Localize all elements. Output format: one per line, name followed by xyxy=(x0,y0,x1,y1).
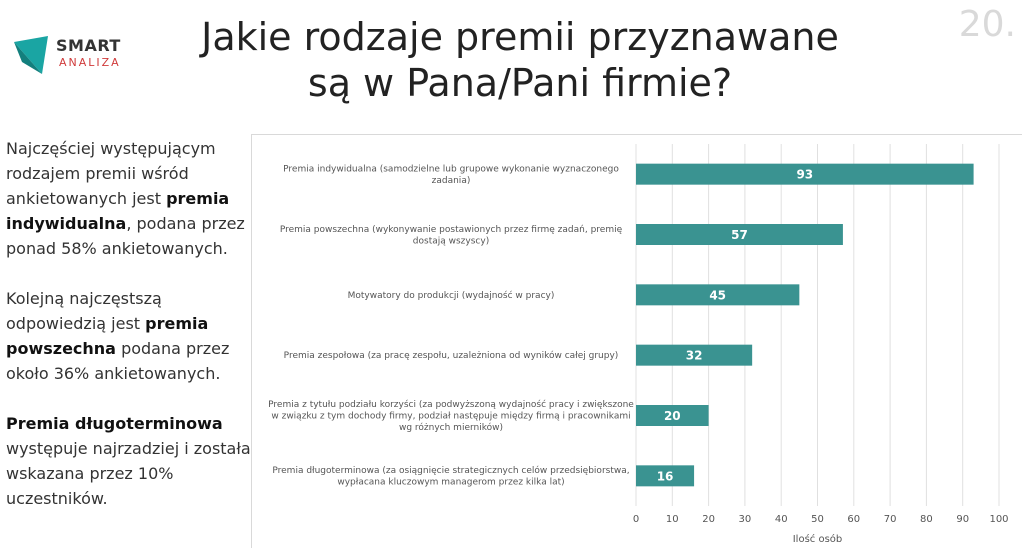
summary-text: Najczęściej występującym rodzajem premii… xyxy=(6,136,256,536)
category-label: Premia zespołowa (za pracę zespołu, uzal… xyxy=(284,350,619,361)
x-tick-label: 100 xyxy=(989,514,1008,525)
summary-highlight: Premia długoterminowa xyxy=(6,414,223,433)
summary-text-run: Najczęściej występującym rodzajem premii… xyxy=(6,139,216,208)
bar-value-label: 93 xyxy=(796,168,813,182)
chart-frame xyxy=(251,134,1022,548)
slide-number: 20. xyxy=(958,4,1016,45)
x-tick-label: 70 xyxy=(884,514,897,525)
logo-text-smart: SMART xyxy=(56,36,121,55)
logo-mark-icon xyxy=(14,36,48,74)
category-label: Motywatory do produkcji (wydajność w pra… xyxy=(348,290,555,301)
summary-highlight: premia indywidualna xyxy=(6,189,230,233)
summary-text-run: Kolejną najczęstszą odpowiedzią jest xyxy=(6,289,162,333)
bar-value-label: 57 xyxy=(731,228,748,242)
bar-value-label: 45 xyxy=(709,288,726,302)
category-label: Premia powszechna (wykonywanie postawion… xyxy=(280,225,623,247)
x-tick-label: 0 xyxy=(633,514,639,525)
logo: SMART ANALIZA xyxy=(12,34,132,78)
summary-paragraph-2: Kolejną najczęstszą odpowiedzią jest pre… xyxy=(6,286,256,386)
bar xyxy=(636,465,695,487)
x-tick-label: 60 xyxy=(847,514,860,525)
summary-text-run: podana przez około 36% ankietowanych. xyxy=(6,339,230,383)
bar xyxy=(636,344,753,366)
summary-highlight: premia powszechna xyxy=(6,314,209,358)
summary-text-run: występuje najrzadziej i została wskazana… xyxy=(6,439,251,508)
bar-value-label: 20 xyxy=(664,409,681,423)
summary-paragraph-3: Premia długoterminowa występuje najrzadz… xyxy=(6,411,256,511)
bar-value-label: 32 xyxy=(686,349,703,363)
summary-paragraph-1: Najczęściej występującym rodzajem premii… xyxy=(6,136,256,261)
category-label: Premia indywidualna (samodzielne lub gru… xyxy=(283,164,619,186)
x-tick-label: 20 xyxy=(702,514,715,525)
bar-chart: 93 Premia indywidualna (samodzielne lub g… xyxy=(268,144,1009,545)
x-tick-label: 30 xyxy=(739,514,752,525)
x-tick-label: 10 xyxy=(666,514,679,525)
category-label: Premia z tytułu podziału korzyści (za po… xyxy=(268,399,634,433)
bar-value-label: 16 xyxy=(657,469,674,483)
page-title: Jakie rodzaje premii przyznawane są w Pa… xyxy=(170,14,870,106)
category-label: Premia długoterminowa (za osiągnięcie st… xyxy=(272,465,629,488)
x-tick-label: 40 xyxy=(775,514,788,525)
x-axis-title: Ilość osób xyxy=(793,533,843,545)
bar xyxy=(636,284,800,306)
title-line-2: są w Pana/Pani firmie? xyxy=(307,61,733,105)
bar xyxy=(636,163,974,185)
x-tick-label: 50 xyxy=(811,514,824,525)
bar xyxy=(636,405,709,426)
x-tick-label: 80 xyxy=(920,514,933,525)
logo-text-analiza: ANALIZA xyxy=(59,56,121,69)
summary-text-run: , podana przez ponad 58% ankietowanych. xyxy=(6,214,245,258)
bar xyxy=(636,224,843,245)
x-tick-label: 90 xyxy=(956,514,969,525)
title-line-1: Jakie rodzaje premii przyznawane xyxy=(201,15,839,59)
